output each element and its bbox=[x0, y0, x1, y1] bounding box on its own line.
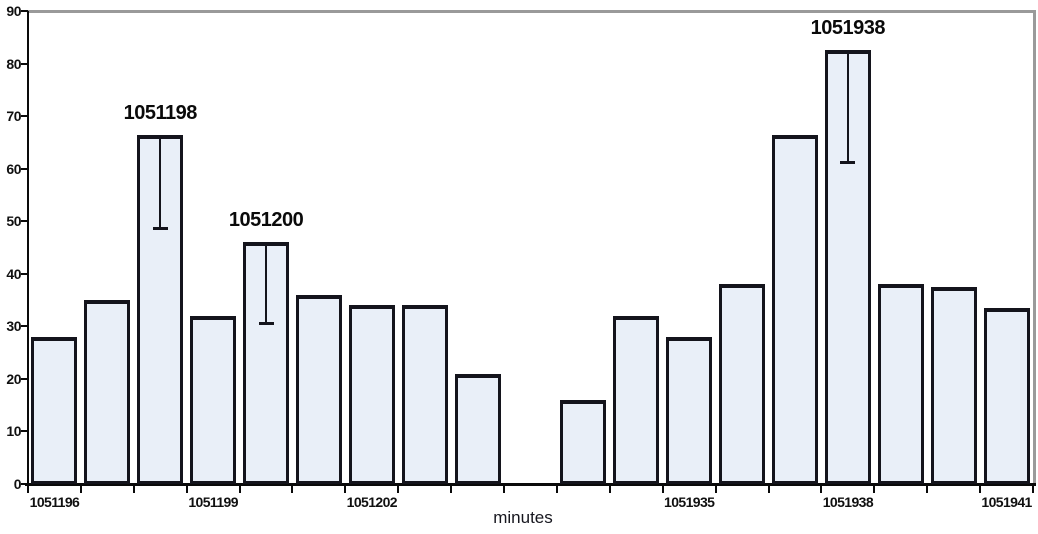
x-tick-mark bbox=[238, 486, 241, 493]
x-tick-mark bbox=[503, 486, 506, 493]
bar bbox=[295, 294, 342, 484]
x-tick-mark bbox=[397, 486, 400, 493]
x-tick-mark bbox=[27, 486, 29, 493]
bar bbox=[190, 315, 237, 484]
y-tick-mark bbox=[21, 430, 28, 433]
y-tick-mark bbox=[21, 325, 28, 328]
bar-annotation-label: 1051198 bbox=[123, 101, 198, 124]
x-tick-label: 1051938 bbox=[822, 494, 874, 510]
bar bbox=[454, 373, 501, 484]
x-tick-label: 1051199 bbox=[188, 494, 238, 510]
y-tick-mark bbox=[21, 115, 28, 118]
y-tick-label: 0 bbox=[13, 476, 22, 492]
x-tick-mark bbox=[661, 486, 664, 493]
x-tick-mark bbox=[979, 486, 982, 493]
x-tick-mark bbox=[1032, 486, 1034, 493]
x-tick-mark bbox=[714, 486, 717, 493]
x-tick-mark bbox=[132, 486, 135, 493]
y-tick-mark bbox=[21, 167, 28, 170]
y-tick-mark bbox=[21, 220, 28, 223]
error-bar-line bbox=[846, 54, 849, 164]
error-bar-line bbox=[265, 246, 268, 324]
y-axis bbox=[27, 11, 29, 485]
bar bbox=[613, 315, 660, 484]
x-tick-mark bbox=[450, 486, 453, 493]
bar bbox=[983, 307, 1030, 484]
x-tick-mark bbox=[820, 486, 823, 493]
y-tick-label: 50 bbox=[6, 213, 21, 230]
x-tick-mark bbox=[79, 486, 82, 493]
x-tick-mark bbox=[926, 486, 929, 493]
x-tick-label: 1051941 bbox=[981, 494, 1032, 510]
bar bbox=[877, 284, 924, 484]
x-tick-label: 1051202 bbox=[346, 494, 398, 510]
bar bbox=[771, 134, 818, 484]
y-tick-label: 10 bbox=[6, 423, 21, 440]
x-tick-mark bbox=[767, 486, 770, 493]
x-tick-label: 1051935 bbox=[664, 494, 715, 510]
x-tick-mark bbox=[555, 486, 558, 493]
bar bbox=[719, 284, 766, 484]
bar bbox=[84, 300, 131, 484]
x-tick-mark bbox=[291, 486, 294, 493]
x-axis bbox=[25, 483, 1036, 486]
y-tick-label: 80 bbox=[6, 55, 21, 72]
bar-annotation-label: 1051200 bbox=[228, 209, 304, 232]
error-bar-cap bbox=[258, 321, 274, 325]
x-tick-mark bbox=[873, 486, 876, 493]
x-tick-label: 1051196 bbox=[29, 494, 80, 510]
error-bar-line bbox=[159, 138, 162, 230]
y-tick-label: 40 bbox=[6, 265, 21, 282]
bar bbox=[401, 305, 448, 484]
error-bar-cap bbox=[840, 161, 856, 165]
x-tick-mark bbox=[344, 486, 347, 493]
y-tick-mark bbox=[21, 377, 28, 380]
y-tick-mark bbox=[21, 10, 28, 12]
y-tick-label: 60 bbox=[6, 160, 21, 177]
y-tick-mark bbox=[21, 62, 28, 65]
y-tick-mark bbox=[21, 272, 28, 275]
y-tick-label: 70 bbox=[6, 108, 21, 125]
bar bbox=[560, 399, 607, 484]
bar bbox=[31, 336, 78, 484]
y-tick-label: 30 bbox=[6, 318, 21, 335]
bar bbox=[666, 336, 713, 484]
x-tick-mark bbox=[185, 486, 188, 493]
y-tick-mark bbox=[21, 483, 28, 485]
plot-frame-right bbox=[1033, 10, 1036, 486]
plot-frame-top bbox=[27, 10, 1036, 13]
bar bbox=[348, 305, 395, 484]
error-bar-cap bbox=[152, 227, 168, 231]
x-axis-title: minutes bbox=[493, 508, 553, 527]
y-tick-label: 90 bbox=[6, 3, 21, 19]
x-tick-mark bbox=[608, 486, 611, 493]
bar bbox=[930, 286, 977, 484]
bar-annotation-label: 1051938 bbox=[810, 17, 886, 40]
y-tick-label: 20 bbox=[6, 370, 21, 387]
bar bbox=[137, 134, 184, 484]
